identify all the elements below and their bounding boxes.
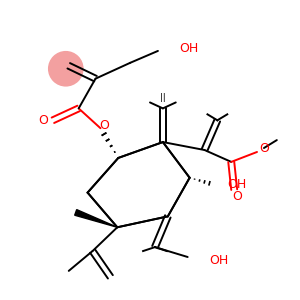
- Text: O: O: [259, 142, 269, 154]
- Text: OH: OH: [180, 42, 199, 56]
- Text: O: O: [232, 190, 242, 203]
- Text: O: O: [38, 114, 48, 127]
- Circle shape: [48, 51, 84, 87]
- Polygon shape: [75, 210, 117, 227]
- Text: OH: OH: [227, 178, 247, 191]
- Text: OH: OH: [209, 254, 229, 268]
- Text: ||: ||: [160, 93, 166, 102]
- Text: O: O: [100, 119, 110, 132]
